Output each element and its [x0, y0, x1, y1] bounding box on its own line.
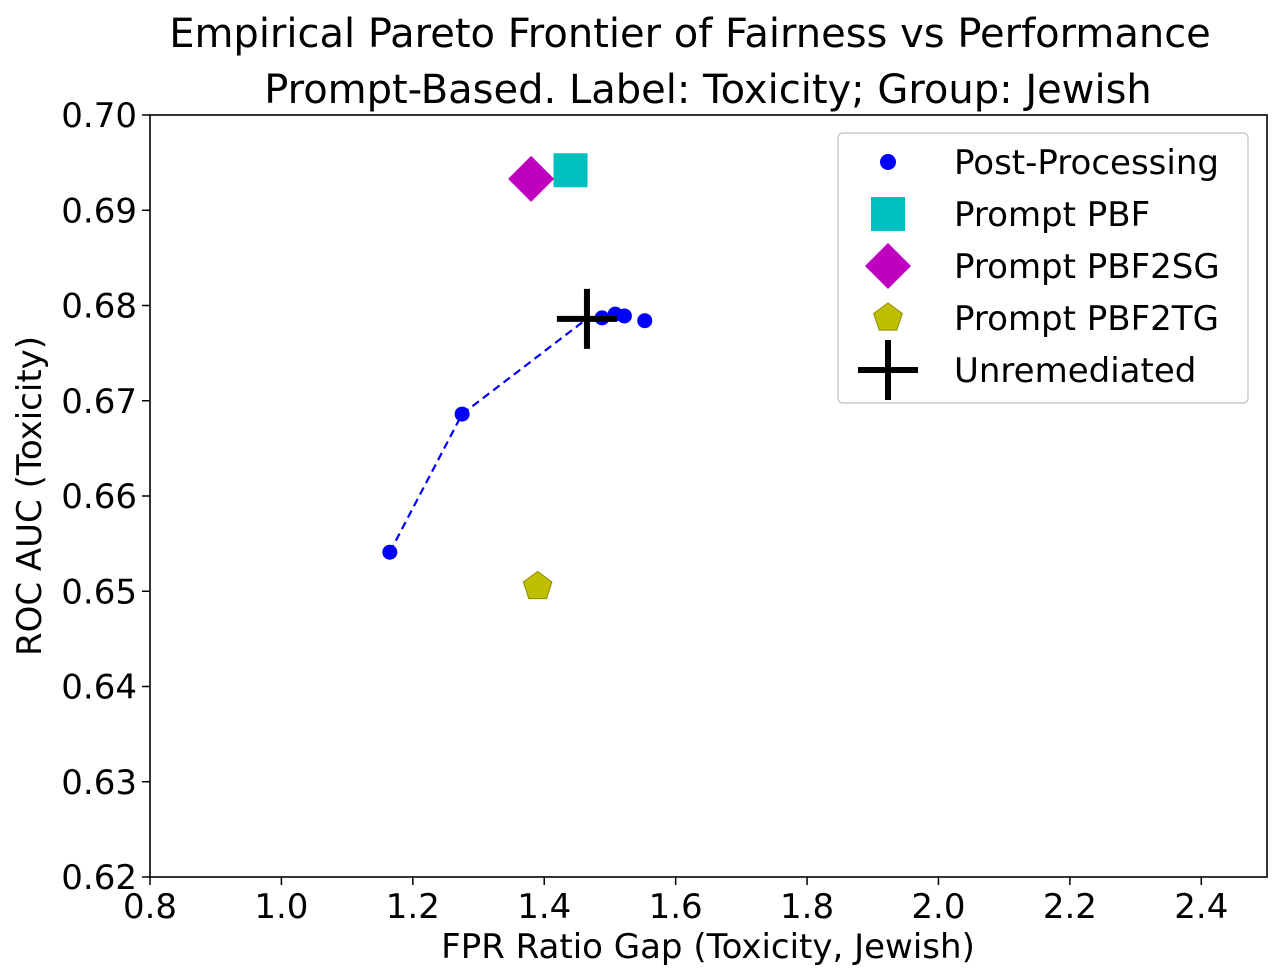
x-tick-label: 1.2	[386, 887, 440, 927]
chart-title-line-2: Prompt-Based. Label: Toxicity; Group: Je…	[264, 67, 1152, 113]
x-axis: 0.8 1.0 1.2 1.4 1.6 1.8 2.0 2.2 2.4	[123, 877, 1228, 927]
legend-marker-prompt-pbf2sg	[865, 243, 911, 289]
x-axis-label: FPR Ratio Gap (Toxicity, Jewish)	[441, 927, 975, 967]
y-axis: 0.62 0.63 0.64 0.65 0.66 0.67 0.68 0.69 0.70	[61, 96, 150, 898]
data-point-prompt-pbf2tg-0	[522, 570, 553, 600]
x-tick-label: 1.6	[649, 887, 703, 927]
x-tick-label: 2.2	[1043, 887, 1097, 927]
y-tick-label: 0.63	[61, 763, 137, 803]
data-point-post-processing-4	[616, 308, 632, 324]
legend-marker-prompt-pbf2tg	[873, 302, 903, 331]
plot-area	[382, 153, 653, 600]
y-tick-label: 0.69	[61, 191, 137, 231]
data-point-post-processing-0	[382, 544, 398, 560]
y-tick-label: 0.70	[61, 96, 137, 136]
legend: Post-Processing Prompt PBF Prompt PBF2SG Pr…	[837, 132, 1249, 404]
data-point-post-processing-5	[637, 313, 653, 329]
legend-label-unremediated: Unremediated	[954, 351, 1196, 391]
legend-label-post-processing: Post-Processing	[954, 143, 1219, 183]
chart-title-line-1: Empirical Pareto Frontier of Fairness vs…	[169, 11, 1211, 57]
y-tick-label: 0.65	[61, 572, 137, 612]
y-axis-label: ROC AUC (Toxicity)	[10, 336, 50, 656]
data-point-prompt-pbf-0	[553, 153, 588, 188]
legend-label-prompt-pbf2sg: Prompt PBF2SG	[954, 247, 1220, 287]
legend-marker-prompt-pbf	[871, 197, 905, 231]
data-point-prompt-pbf2sg-0	[508, 155, 555, 202]
y-tick-label: 0.67	[61, 382, 137, 422]
y-tick-label: 0.66	[61, 477, 137, 517]
x-tick-label: 1.4	[517, 887, 571, 927]
legend-label-prompt-pbf: Prompt PBF	[954, 195, 1150, 235]
y-tick-label: 0.68	[61, 287, 137, 327]
x-tick-label: 2.4	[1174, 887, 1228, 927]
legend-marker-post-processing	[880, 154, 896, 170]
legend-frame	[837, 132, 1249, 404]
x-tick-label: 0.8	[123, 887, 177, 927]
x-tick-label: 1.8	[780, 887, 834, 927]
x-tick-label: 1.0	[254, 887, 308, 927]
pareto-frontier-line	[388, 317, 588, 553]
x-tick-label: 2.0	[911, 887, 965, 927]
data-point-unremediated-0	[556, 288, 617, 349]
legend-marker-unremediated	[858, 340, 918, 400]
legend-label-prompt-pbf2tg: Prompt PBF2TG	[954, 299, 1219, 339]
y-tick-label: 0.64	[61, 668, 137, 708]
y-tick-label: 0.62	[61, 858, 137, 898]
data-point-post-processing-1	[454, 406, 470, 422]
